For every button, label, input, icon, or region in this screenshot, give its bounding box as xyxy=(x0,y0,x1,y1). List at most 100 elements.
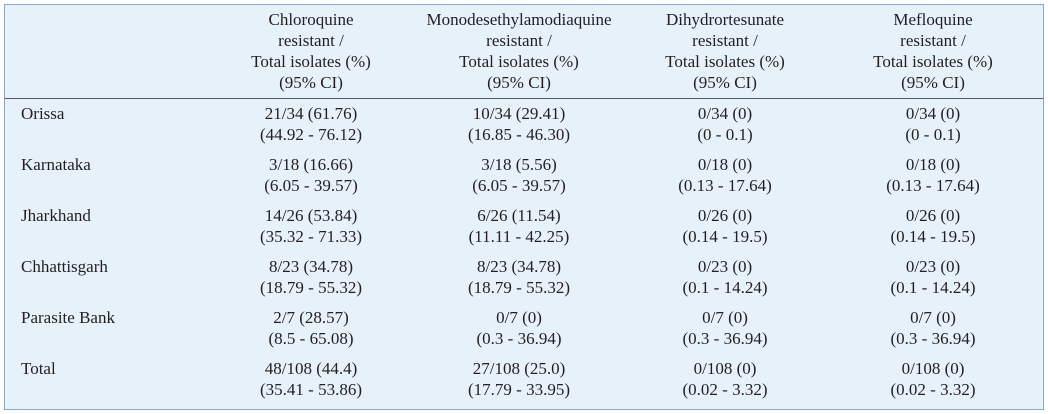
header-row: Chloroquine resistant / Total isolates (… xyxy=(5,5,1043,99)
region-cell: Orissa xyxy=(21,104,65,123)
header-line: resistant / xyxy=(278,31,344,50)
chloroquine-cell: 2/7 (28.57) (8.5 - 65.08) xyxy=(211,303,411,354)
mefloquine-cell: 0/7 (0) (0.3 - 36.94) xyxy=(823,303,1043,354)
cell-value: 0/108 (0) xyxy=(901,359,965,378)
cell-ci: (0.3 - 36.94) xyxy=(890,329,976,348)
cell-ci: (0.1 - 14.24) xyxy=(682,278,768,297)
header-line: Total isolates (%) xyxy=(873,52,993,71)
dihydrortesunate-cell: 0/18 (0) (0.13 - 17.64) xyxy=(627,150,823,201)
monodesethylamodiaquine-cell: 8/23 (34.78) (18.79 - 55.32) xyxy=(411,252,627,303)
cell-value: 14/26 (53.84) xyxy=(264,206,358,225)
region-cell: Total xyxy=(21,359,56,378)
header-line: resistant / xyxy=(900,31,966,50)
cell-ci: (0.1 - 14.24) xyxy=(890,278,976,297)
header-mefloquine: Mefloquine resistant / Total isolates (%… xyxy=(823,5,1043,99)
cell-value: 0/7 (0) xyxy=(496,308,542,327)
table-row: Chhattisgarh 8/23 (34.78) (18.79 - 55.32)… xyxy=(5,252,1043,303)
cell-ci: (6.05 - 39.57) xyxy=(264,176,358,195)
header-line: Monodesethylamodiaquine xyxy=(426,10,612,29)
region-cell: Jharkhand xyxy=(21,206,91,225)
cell-ci: (16.85 - 46.30) xyxy=(468,125,570,144)
cell-ci: (0.13 - 17.64) xyxy=(886,176,980,195)
cell-ci: (0.14 - 19.5) xyxy=(682,227,768,246)
cell-value: 0/7 (0) xyxy=(910,308,956,327)
monodesethylamodiaquine-cell: 0/7 (0) (0.3 - 36.94) xyxy=(411,303,627,354)
header-monodesethylamodiaquine: Monodesethylamodiaquine resistant / Tota… xyxy=(411,5,627,99)
header-line: (95% CI) xyxy=(487,73,551,92)
cell-value: 27/108 (25.0) xyxy=(472,359,566,378)
header-line: (95% CI) xyxy=(901,73,965,92)
cell-ci: (0.02 - 3.32) xyxy=(682,380,768,399)
cell-ci: (0 - 0.1) xyxy=(905,125,961,144)
mefloquine-cell: 0/26 (0) (0.14 - 19.5) xyxy=(823,201,1043,252)
table-row: Total 48/108 (44.4) (35.41 - 53.86) 27/10… xyxy=(5,354,1043,405)
cell-ci: (17.79 - 33.95) xyxy=(468,380,570,399)
cell-value: 0/18 (0) xyxy=(905,155,961,174)
mefloquine-cell: 0/18 (0) (0.13 - 17.64) xyxy=(823,150,1043,201)
header-line: Mefloquine xyxy=(893,10,973,29)
header-line: Chloroquine xyxy=(268,10,354,29)
mefloquine-cell: 0/34 (0) (0 - 0.1) xyxy=(823,99,1043,151)
cell-value: 10/34 (29.41) xyxy=(472,104,566,123)
chloroquine-cell: 3/18 (16.66) (6.05 - 39.57) xyxy=(211,150,411,201)
cell-value: 0/26 (0) xyxy=(697,206,753,225)
cell-value: 0/108 (0) xyxy=(693,359,757,378)
cell-value: 0/23 (0) xyxy=(697,257,753,276)
header-chloroquine: Chloroquine resistant / Total isolates (… xyxy=(211,5,411,99)
cell-value: 0/34 (0) xyxy=(697,104,753,123)
monodesethylamodiaquine-cell: 10/34 (29.41) (16.85 - 46.30) xyxy=(411,99,627,151)
cell-value: 8/23 (34.78) xyxy=(476,257,562,276)
cell-ci: (0.13 - 17.64) xyxy=(678,176,772,195)
dihydrortesunate-cell: 0/7 (0) (0.3 - 36.94) xyxy=(627,303,823,354)
header-dihydrortesunate: Dihydrortesunate resistant / Total isola… xyxy=(627,5,823,99)
monodesethylamodiaquine-cell: 6/26 (11.54) (11.11 - 42.25) xyxy=(411,201,627,252)
cell-ci: (0 - 0.1) xyxy=(697,125,753,144)
cell-value: 0/23 (0) xyxy=(905,257,961,276)
header-line: resistant / xyxy=(486,31,552,50)
chloroquine-cell: 8/23 (34.78) (18.79 - 55.32) xyxy=(211,252,411,303)
table-row: Jharkhand 14/26 (53.84) (35.32 - 71.33) 6… xyxy=(5,201,1043,252)
mefloquine-cell: 0/23 (0) (0.1 - 14.24) xyxy=(823,252,1043,303)
dihydrortesunate-cell: 0/34 (0) (0 - 0.1) xyxy=(627,99,823,151)
header-line: (95% CI) xyxy=(279,73,343,92)
chloroquine-cell: 21/34 (61.76) (44.92 - 76.12) xyxy=(211,99,411,151)
chloroquine-cell: 14/26 (53.84) (35.32 - 71.33) xyxy=(211,201,411,252)
cell-value: 0/7 (0) xyxy=(702,308,748,327)
cell-value: 2/7 (28.57) xyxy=(273,308,349,327)
cell-ci: (6.05 - 39.57) xyxy=(472,176,566,195)
cell-ci: (18.79 - 55.32) xyxy=(468,278,570,297)
monodesethylamodiaquine-cell: 27/108 (25.0) (17.79 - 33.95) xyxy=(411,354,627,405)
cell-ci: (0.14 - 19.5) xyxy=(890,227,976,246)
cell-ci: (0.3 - 36.94) xyxy=(476,329,562,348)
mefloquine-cell: 0/108 (0) (0.02 - 3.32) xyxy=(823,354,1043,405)
region-cell: Karnataka xyxy=(21,155,91,174)
header-line: resistant / xyxy=(692,31,758,50)
header-line: Total isolates (%) xyxy=(665,52,785,71)
cell-ci: (0.02 - 3.32) xyxy=(890,380,976,399)
cell-ci: (44.92 - 76.12) xyxy=(260,125,362,144)
cell-ci: (0.3 - 36.94) xyxy=(682,329,768,348)
table-frame: Chloroquine resistant / Total isolates (… xyxy=(4,4,1044,410)
cell-ci: (35.41 - 53.86) xyxy=(260,380,362,399)
header-line: Dihydrortesunate xyxy=(665,10,785,29)
cell-ci: (11.11 - 42.25) xyxy=(468,227,570,246)
cell-value: 0/18 (0) xyxy=(697,155,753,174)
dihydrortesunate-cell: 0/108 (0) (0.02 - 3.32) xyxy=(627,354,823,405)
cell-ci: (18.79 - 55.32) xyxy=(260,278,362,297)
cell-value: 0/34 (0) xyxy=(905,104,961,123)
region-cell: Parasite Bank xyxy=(21,308,115,327)
table-row: Orissa 21/34 (61.76) (44.92 - 76.12) 10/3… xyxy=(5,99,1043,151)
cell-value: 8/23 (34.78) xyxy=(268,257,354,276)
cell-value: 3/18 (5.56) xyxy=(481,155,557,174)
cell-ci: (8.5 - 65.08) xyxy=(268,329,354,348)
cell-ci: (35.32 - 71.33) xyxy=(260,227,362,246)
chloroquine-cell: 48/108 (44.4) (35.41 - 53.86) xyxy=(211,354,411,405)
cell-value: 0/26 (0) xyxy=(905,206,961,225)
dihydrortesunate-cell: 0/26 (0) (0.14 - 19.5) xyxy=(627,201,823,252)
header-line: Total isolates (%) xyxy=(459,52,579,71)
cell-value: 3/18 (16.66) xyxy=(268,155,354,174)
header-region xyxy=(5,5,211,99)
dihydrortesunate-cell: 0/23 (0) (0.1 - 14.24) xyxy=(627,252,823,303)
table-row: Karnataka 3/18 (16.66) (6.05 - 39.57) 3/1… xyxy=(5,150,1043,201)
monodesethylamodiaquine-cell: 3/18 (5.56) (6.05 - 39.57) xyxy=(411,150,627,201)
